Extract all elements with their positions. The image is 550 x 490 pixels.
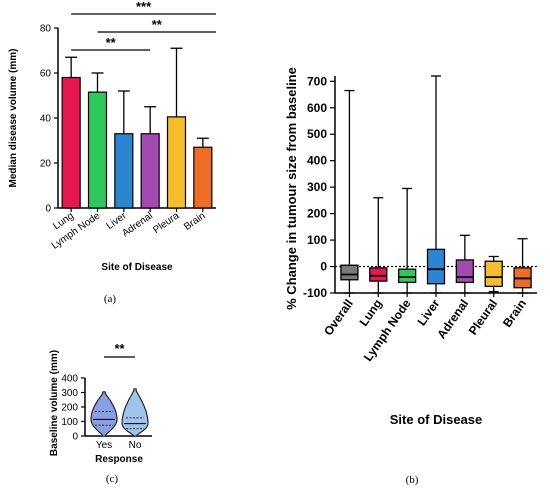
y-tick-label: 20 — [40, 159, 52, 170]
y-tick-label: 200 — [61, 403, 78, 414]
x-tick-label: Overall — [321, 297, 356, 338]
x-axis-label: Site of Disease — [390, 412, 483, 427]
y-axis-label: Baseline volume (mm) — [49, 350, 60, 456]
x-tick-label: Adrenal — [120, 210, 155, 239]
significance-label: ** — [114, 341, 125, 356]
y-tick-label: 0 — [320, 260, 327, 274]
y-tick-label: 100 — [61, 417, 78, 428]
y-tick-label: 400 — [307, 154, 327, 168]
x-tick-label: Liver — [415, 296, 443, 328]
x-axis-label: Response — [95, 454, 143, 465]
y-tick-label: 60 — [40, 69, 52, 80]
x-tick-label: Pleural — [466, 297, 500, 338]
panel-label-c: (c) — [106, 473, 119, 485]
bar-lymph-node — [87, 91, 108, 209]
significance-label: ** — [106, 35, 117, 50]
significance-label: *** — [136, 0, 152, 14]
y-axis-label: Median disease volume (mm) — [8, 49, 19, 188]
bar-adrenal — [140, 133, 160, 209]
panel-label-a: (a) — [104, 293, 117, 305]
y-tick-label: 300 — [61, 388, 78, 399]
y-tick-label: 700 — [307, 74, 327, 88]
box-lymph-node — [397, 268, 417, 284]
panel-label-b: (b) — [406, 474, 419, 486]
box-lung — [369, 267, 388, 282]
y-tick-label: 0 — [72, 432, 78, 443]
x-tick-label: Brain — [182, 210, 207, 232]
box-overall — [340, 264, 359, 281]
y-tick-label: 80 — [40, 24, 52, 35]
box-adrenal — [455, 259, 475, 284]
x-axis-label: Site of Disease — [101, 262, 173, 273]
y-tick-label: 40 — [40, 114, 52, 125]
box-pleural — [484, 260, 503, 288]
x-tick-label: Yes — [96, 440, 112, 451]
panel-c-violin-plot: 0 100 200 300 400 Yes No ** Response Baseline vol… — [49, 341, 152, 485]
violin-no — [121, 388, 149, 437]
box-liver — [426, 248, 446, 285]
y-tick-label: 300 — [307, 180, 327, 194]
y-axis-label: % Change in tumour size from baseline — [284, 67, 299, 310]
y-tick-label: 200 — [307, 207, 327, 221]
y-tick-label: 400 — [61, 374, 78, 385]
y-tick-label: -100 — [303, 286, 327, 300]
bar-lung — [61, 76, 81, 209]
y-tick-label: 600 — [307, 101, 327, 115]
violin-yes — [90, 391, 118, 437]
y-tick-label: 100 — [307, 233, 327, 247]
y-tick-label: 0 — [45, 204, 51, 215]
x-tick-label: No — [129, 440, 142, 451]
x-tick-label: Lung — [356, 297, 384, 329]
x-tick-label: Pleura — [151, 210, 181, 236]
bar-pleura — [166, 116, 187, 209]
x-tick-label: Brain — [500, 297, 529, 330]
bar-brain — [193, 146, 213, 209]
bar-liver — [114, 133, 134, 209]
significance-label: ** — [152, 17, 163, 32]
y-tick-label: 500 — [307, 127, 327, 141]
